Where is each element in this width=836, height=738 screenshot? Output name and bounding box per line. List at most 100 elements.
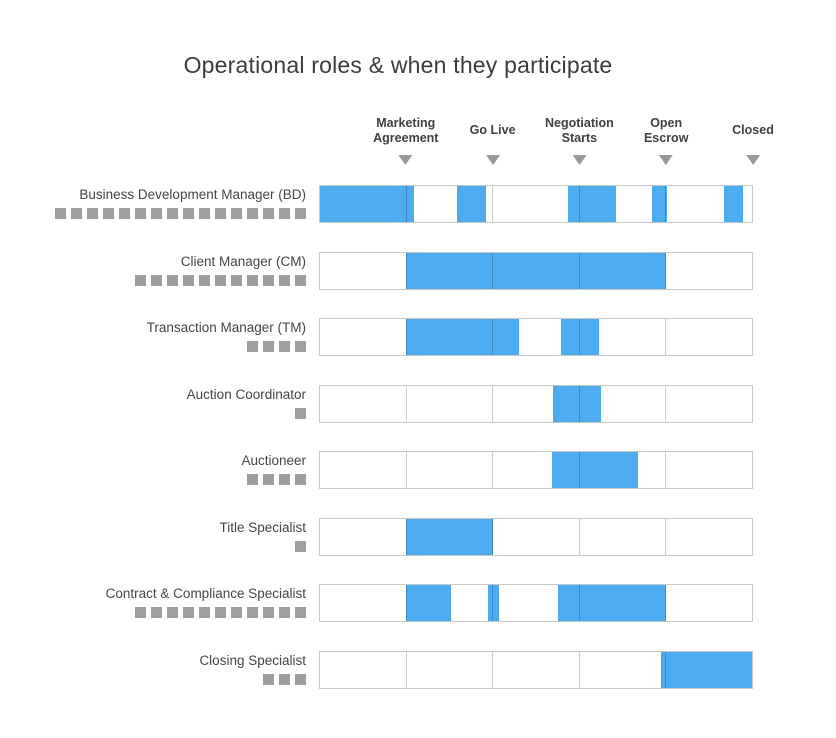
- milestone-divider-line: [492, 385, 494, 422]
- milestone-divider-line: [665, 452, 667, 488]
- role-row-auction-coordinator: Auction Coordinator: [40, 384, 753, 423]
- role-label: Closing Specialist: [199, 652, 306, 668]
- participation-track: [319, 384, 753, 423]
- role-label: Auctioneer: [241, 453, 306, 468]
- workload-square-icon: [263, 274, 274, 286]
- workload-square-icon: [247, 607, 258, 618]
- milestone-divider-line: [405, 319, 407, 355]
- milestone-divider-line: [665, 186, 667, 222]
- workload-square-icon: [247, 274, 258, 286]
- workload-square-icon: [295, 341, 306, 352]
- workload-squares: [135, 274, 306, 286]
- milestone-divider-line: [405, 252, 407, 289]
- workload-square-icon: [135, 274, 146, 286]
- workload-square-icon: [71, 208, 82, 219]
- workload-square-icon: [167, 274, 178, 286]
- workload-squares: [55, 208, 306, 219]
- workload-square-icon: [295, 607, 306, 618]
- workload-square-icon: [135, 208, 146, 219]
- participation-segment: [406, 585, 452, 621]
- workload-square-icon: [295, 673, 306, 685]
- milestone-divider-line: [578, 186, 580, 222]
- milestone-open-escrow: Open Escrow: [644, 113, 688, 165]
- role-label-column: Auctioneer: [40, 451, 319, 489]
- milestone-marker-triangle-icon: [398, 155, 413, 165]
- milestone-label: Go Live: [470, 113, 516, 149]
- milestone-divider-line: [405, 452, 407, 488]
- role-label: Transaction Manager (TM): [146, 320, 306, 335]
- workload-square-icon: [263, 474, 274, 485]
- milestone-divider-line: [665, 518, 667, 555]
- workload-square-icon: [295, 407, 306, 419]
- milestone-divider-line: [665, 385, 667, 422]
- milestone-go-live: Go Live: [470, 113, 516, 165]
- participation-segment: [551, 452, 639, 488]
- milestone-marker-triangle-icon: [659, 155, 674, 165]
- role-row-contract-compliance-specialist: Contract & Compliance Specialist: [40, 584, 753, 622]
- workload-square-icon: [279, 607, 290, 618]
- workload-square-icon: [295, 274, 306, 286]
- participation-segment: [652, 186, 668, 222]
- workload-square-icon: [119, 208, 130, 219]
- workload-square-icon: [135, 607, 146, 618]
- milestone-label-line: Escrow: [643, 131, 689, 145]
- role-label: Title Specialist: [219, 519, 306, 535]
- workload-square-icon: [263, 607, 274, 618]
- workload-square-icon: [279, 208, 290, 219]
- workload-square-icon: [295, 208, 306, 219]
- role-label-column: Auction Coordinator: [40, 385, 319, 423]
- workload-square-icon: [247, 208, 258, 219]
- milestone-label-line: Starts: [561, 131, 598, 145]
- role-label-column: Business Development Manager (BD): [40, 185, 319, 223]
- milestone-divider-line: [578, 252, 580, 289]
- workload-squares: [247, 474, 306, 485]
- milestone-divider-line: [405, 385, 407, 422]
- milestone-divider-line: [405, 651, 407, 688]
- role-row-client-manager-cm: Client Manager (CM): [40, 251, 753, 290]
- milestone-divider-line: [492, 651, 494, 688]
- workload-squares: [295, 407, 306, 419]
- participation-track: [319, 318, 753, 356]
- milestone-divider-line: [665, 585, 667, 621]
- workload-square-icon: [215, 274, 226, 286]
- milestone-divider-line: [578, 452, 580, 488]
- role-row-title-specialist: Title Specialist: [40, 517, 753, 556]
- participation-segment: [406, 319, 519, 355]
- workload-squares: [135, 607, 306, 618]
- milestone-divider-line: [405, 186, 407, 222]
- workload-square-icon: [279, 673, 290, 685]
- role-label: Auction Coordinator: [186, 386, 306, 402]
- role-label: Contract & Compliance Specialist: [105, 586, 306, 601]
- milestone-label-line: Agreement: [373, 131, 439, 145]
- workload-square-icon: [231, 607, 242, 618]
- workload-square-icon: [263, 208, 274, 219]
- workload-square-icon: [279, 341, 290, 352]
- participation-segment: [560, 319, 600, 355]
- milestone-divider-line: [665, 252, 667, 289]
- milestone-divider-line: [492, 186, 494, 222]
- milestone-divider-line: [405, 518, 407, 555]
- milestone-label: Open Escrow: [644, 113, 688, 149]
- milestone-marker-triangle-icon: [485, 155, 500, 165]
- chart-title: Operational roles & when they participat…: [183, 52, 613, 78]
- role-label-column: Client Manager (CM): [40, 252, 319, 290]
- milestone-label-line: Closed: [732, 123, 774, 138]
- role-label-column: Contract & Compliance Specialist: [40, 584, 319, 622]
- milestone-divider-line: [492, 252, 494, 289]
- milestone-divider-line: [665, 651, 667, 688]
- workload-square-icon: [183, 607, 194, 618]
- role-label: Business Development Manager (BD): [79, 187, 306, 202]
- workload-square-icon: [55, 208, 66, 219]
- milestone-label: Marketing Agreement: [373, 113, 438, 149]
- workload-square-icon: [199, 607, 210, 618]
- participation-track: [319, 584, 753, 622]
- workload-squares: [295, 540, 306, 552]
- workload-square-icon: [263, 673, 274, 685]
- milestone-marker-triangle-icon: [746, 155, 760, 165]
- milestone-closed: Closed: [732, 113, 774, 165]
- workload-square-icon: [103, 208, 114, 219]
- role-label-column: Title Specialist: [40, 518, 319, 556]
- workload-square-icon: [199, 274, 210, 286]
- participation-track: [319, 517, 753, 556]
